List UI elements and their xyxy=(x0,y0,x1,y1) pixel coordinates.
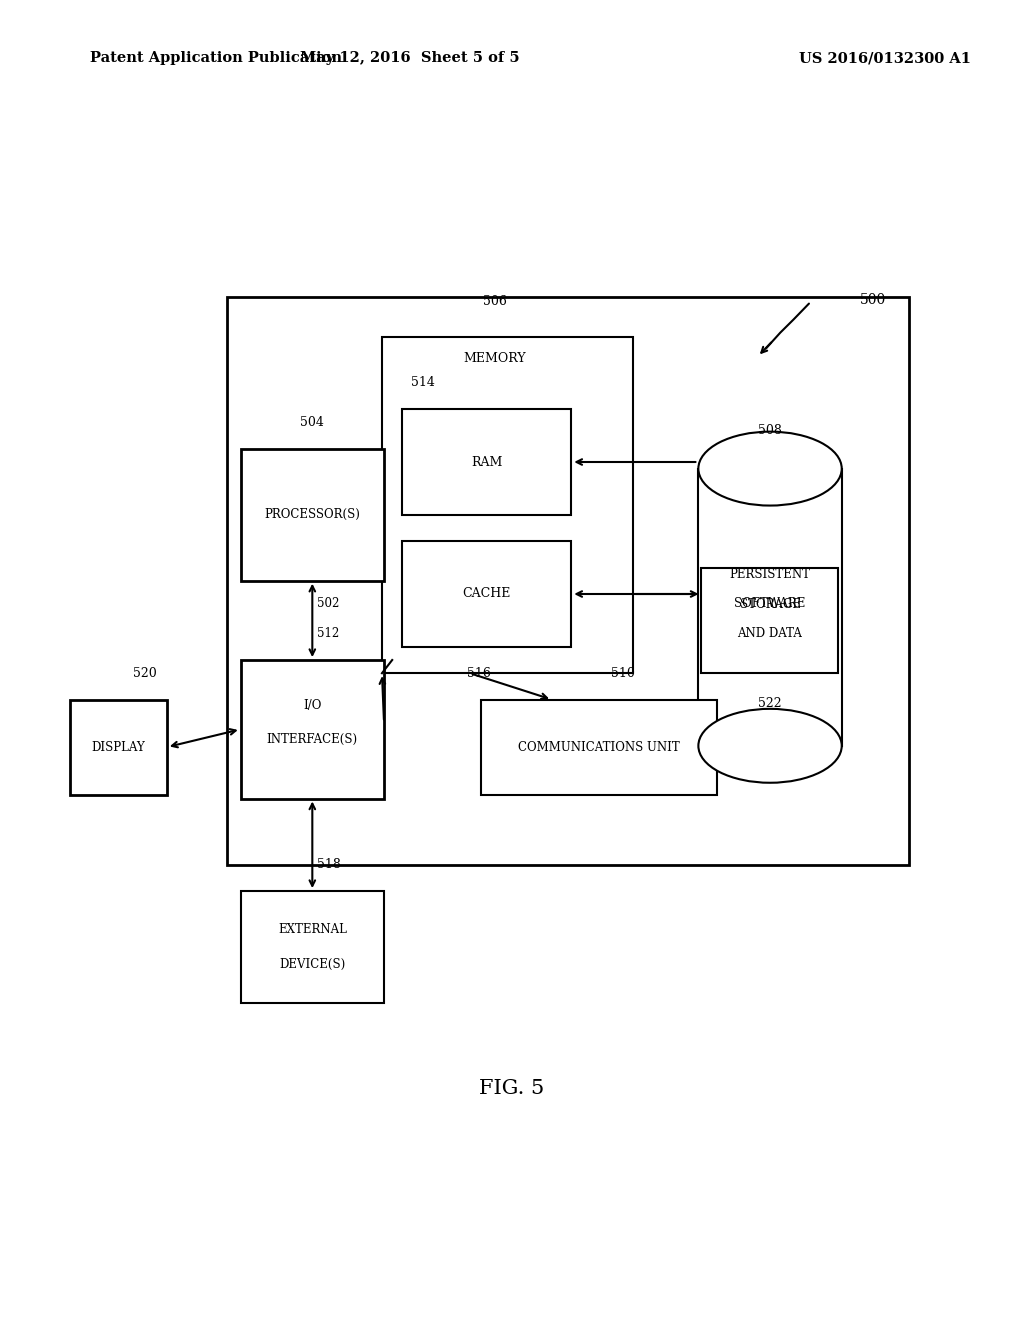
Bar xyxy=(241,891,384,1003)
Text: MEMORY: MEMORY xyxy=(464,352,526,366)
Text: EXTERNAL: EXTERNAL xyxy=(278,924,347,936)
Text: 510: 510 xyxy=(610,667,635,680)
Text: INTERFACE(S): INTERFACE(S) xyxy=(267,734,357,746)
Bar xyxy=(382,337,633,673)
Text: 500: 500 xyxy=(860,293,887,306)
Bar xyxy=(481,700,717,795)
Text: CACHE: CACHE xyxy=(463,587,511,601)
Text: 512: 512 xyxy=(317,627,340,640)
Text: PERSISTENT: PERSISTENT xyxy=(729,568,811,581)
Bar xyxy=(241,660,384,799)
Bar xyxy=(698,469,842,746)
Text: 504: 504 xyxy=(300,416,325,429)
Bar xyxy=(402,409,571,515)
Text: 502: 502 xyxy=(317,597,340,610)
Text: DISPLAY: DISPLAY xyxy=(91,741,145,754)
Text: RAM: RAM xyxy=(471,455,503,469)
Text: May 12, 2016  Sheet 5 of 5: May 12, 2016 Sheet 5 of 5 xyxy=(300,51,519,65)
Text: STORAGE: STORAGE xyxy=(739,598,801,611)
Bar xyxy=(227,297,909,865)
Bar xyxy=(701,568,838,673)
Text: AND DATA: AND DATA xyxy=(737,627,802,640)
Ellipse shape xyxy=(698,432,842,506)
Text: 518: 518 xyxy=(317,858,341,871)
Text: Patent Application Publication: Patent Application Publication xyxy=(90,51,342,65)
Text: 516: 516 xyxy=(467,667,490,680)
Text: 508: 508 xyxy=(758,424,782,437)
Bar xyxy=(402,541,571,647)
Text: I/O: I/O xyxy=(303,700,322,711)
Ellipse shape xyxy=(698,709,842,783)
Text: SOFTWARE: SOFTWARE xyxy=(734,597,805,610)
Text: US 2016/0132300 A1: US 2016/0132300 A1 xyxy=(799,51,971,65)
Text: 514: 514 xyxy=(411,376,434,389)
Text: 520: 520 xyxy=(133,667,158,680)
Bar xyxy=(241,449,384,581)
Bar xyxy=(70,700,167,795)
Text: FIG. 5: FIG. 5 xyxy=(479,1080,545,1098)
Text: 522: 522 xyxy=(758,697,782,710)
Text: 506: 506 xyxy=(483,294,507,308)
Text: COMMUNICATIONS UNIT: COMMUNICATIONS UNIT xyxy=(518,741,680,754)
Text: DEVICE(S): DEVICE(S) xyxy=(280,958,345,970)
Text: PROCESSOR(S): PROCESSOR(S) xyxy=(264,508,360,521)
